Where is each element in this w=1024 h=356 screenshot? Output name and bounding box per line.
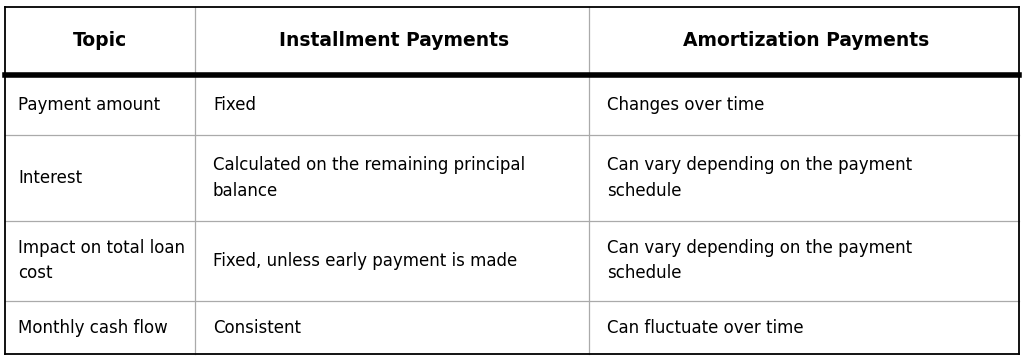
Text: Calculated on the remaining principal
balance: Calculated on the remaining principal ba… xyxy=(213,157,525,199)
Text: Consistent: Consistent xyxy=(213,319,301,336)
Text: Installment Payments: Installment Payments xyxy=(280,31,509,51)
Text: Topic: Topic xyxy=(73,31,127,51)
Text: Amortization Payments: Amortization Payments xyxy=(683,31,930,51)
Text: Fixed, unless early payment is made: Fixed, unless early payment is made xyxy=(213,252,517,270)
Text: Can vary depending on the payment
schedule: Can vary depending on the payment schedu… xyxy=(607,239,912,282)
Text: Impact on total loan
cost: Impact on total loan cost xyxy=(18,239,185,282)
Text: Fixed: Fixed xyxy=(213,96,256,114)
Text: Can fluctuate over time: Can fluctuate over time xyxy=(607,319,804,336)
Text: Can vary depending on the payment
schedule: Can vary depending on the payment schedu… xyxy=(607,157,912,199)
Text: Interest: Interest xyxy=(18,169,83,187)
Text: Monthly cash flow: Monthly cash flow xyxy=(18,319,168,336)
Text: Changes over time: Changes over time xyxy=(607,96,765,114)
Text: Payment amount: Payment amount xyxy=(18,96,161,114)
